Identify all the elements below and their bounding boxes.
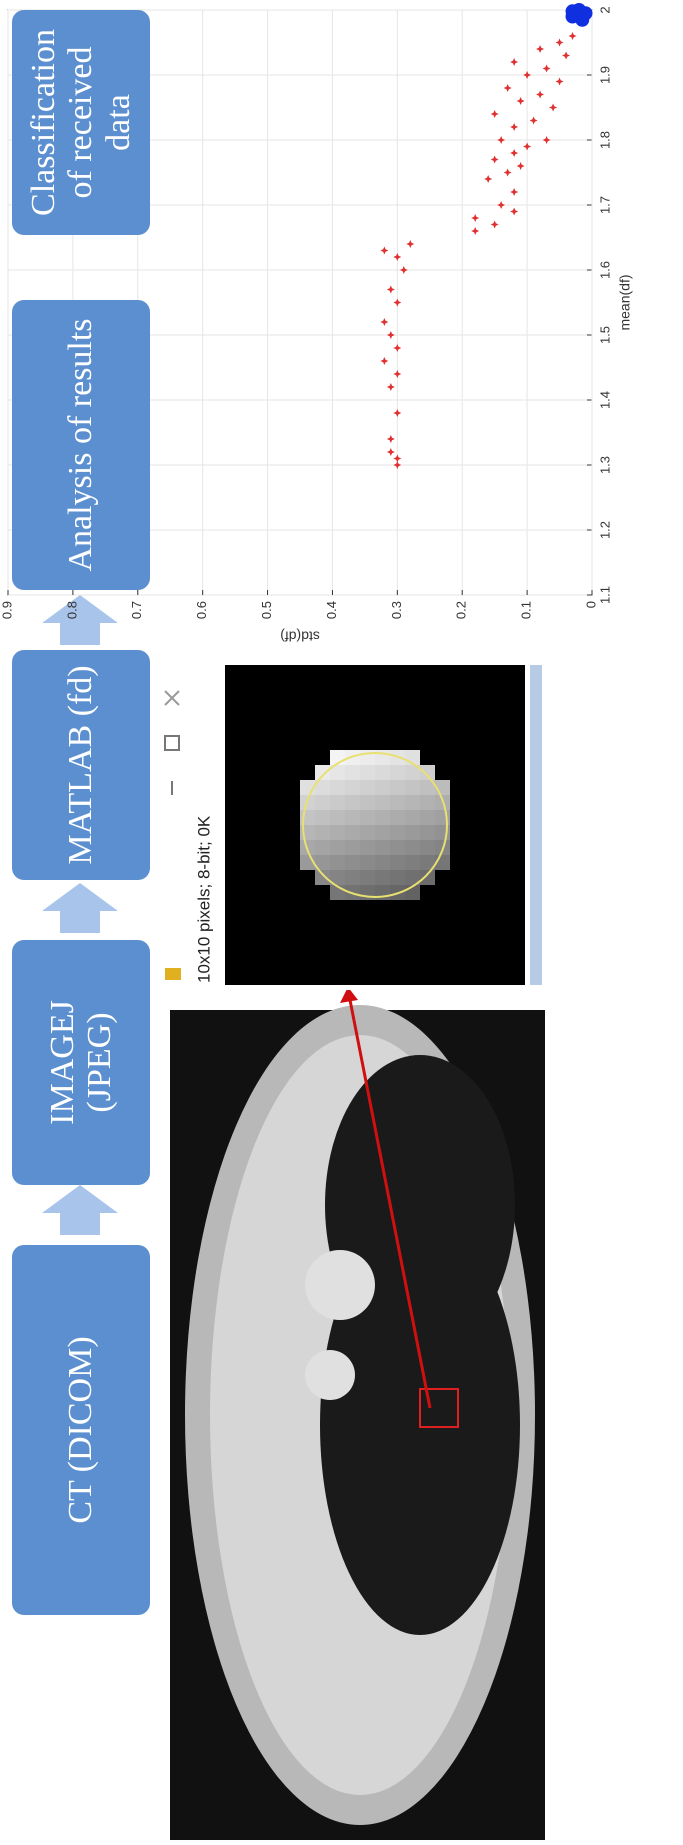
pixel: [390, 840, 405, 855]
x-axis-label: mean(df): [617, 274, 633, 330]
ct-vessel: [305, 1250, 375, 1320]
page: 10x10 pixels; 8-bit; 0K 1.1 1.2 1.3 1.4 1.5 1…: [0, 0, 683, 1845]
pixel: [345, 780, 360, 795]
x-tick-label: 1.9: [597, 66, 612, 84]
y-tick-label: 0.2: [454, 601, 469, 619]
y-tick-label: 0.9: [0, 601, 14, 619]
pixel: [375, 870, 390, 885]
pixel: [390, 780, 405, 795]
pixel: [315, 765, 330, 780]
pixel: [360, 855, 375, 870]
pixel: [315, 840, 330, 855]
pixel: [375, 795, 390, 810]
pixel: [405, 810, 420, 825]
pixel: [330, 780, 345, 795]
pixel: [420, 840, 435, 855]
flow-arrow: [42, 595, 118, 645]
pixel: [405, 840, 420, 855]
window-icon: [165, 968, 181, 980]
pixel: [345, 810, 360, 825]
pixel: [360, 840, 375, 855]
x-tick-label: 1.6: [597, 261, 612, 279]
flow-step: Analysis of results: [12, 300, 150, 590]
pixel: [390, 765, 405, 780]
pixel: [375, 855, 390, 870]
pixel: [330, 840, 345, 855]
pixel: [420, 765, 435, 780]
pixel: [375, 825, 390, 840]
pixel: [360, 810, 375, 825]
pixel: [315, 870, 330, 885]
y-tick-label: 0.8: [64, 601, 79, 619]
figure: 10x10 pixels; 8-bit; 0K 1.1 1.2 1.3 1.4 1.5 1…: [0, 0, 683, 1845]
scrollbar: [530, 665, 542, 985]
pixel: [390, 810, 405, 825]
pixel: [405, 825, 420, 840]
pixel: [315, 795, 330, 810]
flow-step: IMAGEJ (JPEG): [12, 940, 150, 1185]
pixel: [405, 795, 420, 810]
pixel: [360, 765, 375, 780]
pixel: [315, 810, 330, 825]
pixel: [390, 825, 405, 840]
pixel: [375, 765, 390, 780]
x-tick-label: 1.5: [597, 326, 612, 344]
pixel: [420, 825, 435, 840]
pixel: [405, 855, 420, 870]
pixel-grid: [300, 750, 450, 900]
pixel: [360, 795, 375, 810]
flow-step: MATLAB (fd): [12, 650, 150, 880]
pixel: [315, 825, 330, 840]
x-tick-label: 1.7: [597, 196, 612, 214]
imagej-window: 10x10 pixels; 8-bit; 0K: [160, 660, 545, 990]
pixel: [390, 795, 405, 810]
window-title: 10x10 pixels; 8-bit; 0K: [194, 815, 213, 983]
pixel: [390, 870, 405, 885]
y-tick-label: 0.1: [519, 601, 534, 619]
x-tick-label: 1.4: [597, 391, 612, 409]
x-tick-label: 1.2: [597, 521, 612, 539]
y-tick-label: 0.6: [194, 601, 209, 619]
x-tick-label: 1.1: [597, 586, 612, 604]
pixel: [345, 870, 360, 885]
flow-step: Classification of received data: [12, 10, 150, 235]
pixel: [345, 855, 360, 870]
flow-arrow: [42, 1185, 118, 1235]
x-tick-label: 1.3: [597, 456, 612, 474]
pixel: [420, 870, 435, 885]
pixel: [330, 855, 345, 870]
pixel: [375, 840, 390, 855]
pixel: [405, 780, 420, 795]
pixel: [330, 825, 345, 840]
y-tick-label: 0.5: [259, 601, 274, 619]
y-tick-label: 0.7: [129, 601, 144, 619]
point: [566, 4, 580, 18]
ct-vessel: [305, 1350, 355, 1400]
y-tick-label: 0.3: [389, 601, 404, 619]
pixel: [345, 795, 360, 810]
pixel: [345, 840, 360, 855]
pixel: [375, 780, 390, 795]
pixel: [390, 855, 405, 870]
pixel: [360, 825, 375, 840]
pixel: [345, 825, 360, 840]
pixel: [360, 870, 375, 885]
pixel: [330, 810, 345, 825]
ct-image: [170, 987, 545, 1840]
pixel: [375, 810, 390, 825]
x-tick-label: 1.8: [597, 131, 612, 149]
flow-step: CT (DICOM): [12, 1245, 150, 1615]
pixel: [420, 810, 435, 825]
x-tick-label: 2: [597, 6, 612, 13]
y-tick-label: 0: [583, 601, 598, 608]
pixel: [345, 765, 360, 780]
y-tick-label: 0.4: [324, 601, 339, 619]
pixel: [420, 795, 435, 810]
pixel: [330, 795, 345, 810]
y-axis-label: std(df): [280, 628, 320, 644]
pixel: [360, 780, 375, 795]
flow-arrow: [42, 883, 118, 933]
